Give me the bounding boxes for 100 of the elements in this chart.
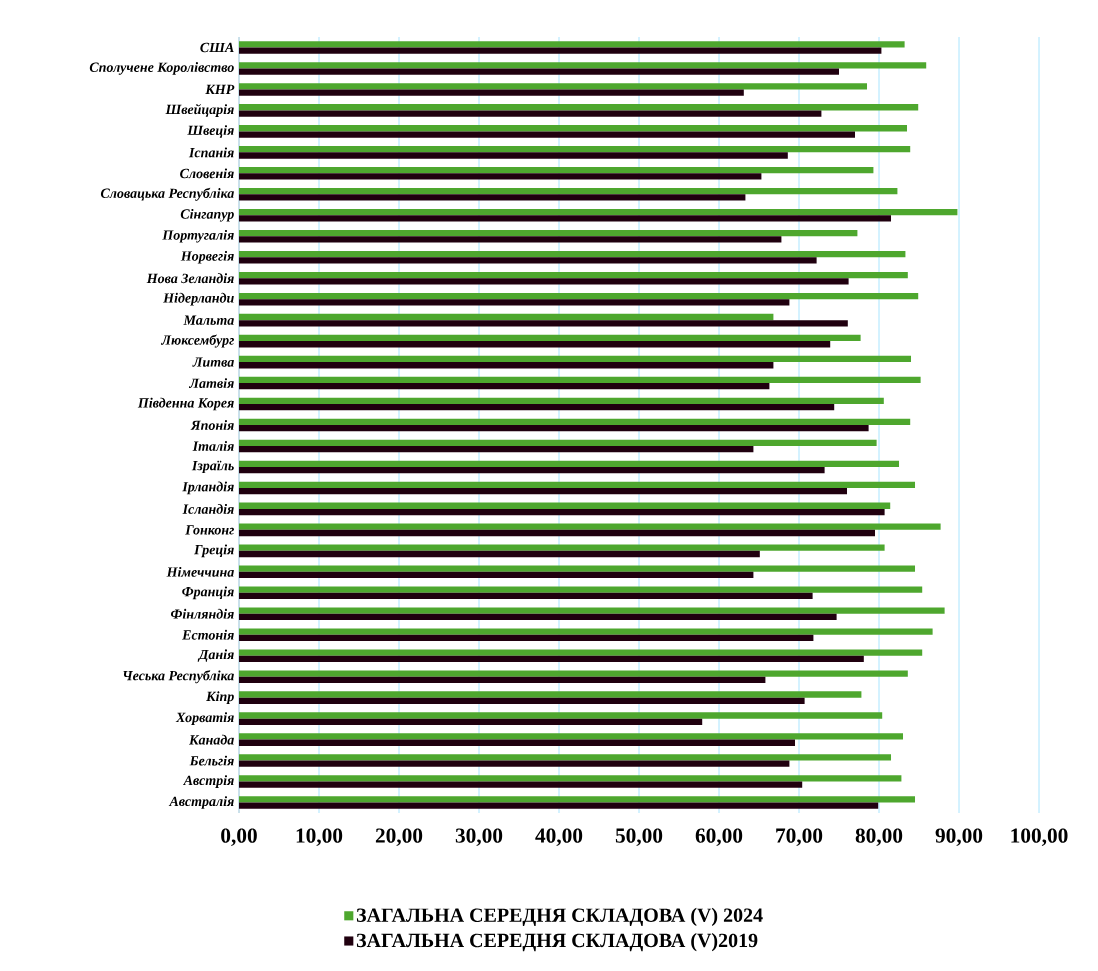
y-tick-label: Нідерланди <box>163 292 234 306</box>
bar <box>239 718 703 725</box>
y-tick-label: Хорватія <box>175 712 234 725</box>
bar <box>239 733 904 740</box>
bar <box>239 62 927 69</box>
bar <box>239 229 858 237</box>
bar <box>239 299 790 306</box>
y-tick-label: Іспанія <box>188 147 234 158</box>
bar <box>239 613 837 621</box>
bar <box>239 775 902 782</box>
y-tick-label: Австралія <box>168 796 234 809</box>
y-tick-label: Італія <box>192 441 234 451</box>
bar <box>239 355 912 363</box>
bar <box>239 508 885 516</box>
bar <box>239 83 868 90</box>
legend-label: ЗАГАЛЬНА СЕРЕДНЯ СКЛАДОВА (V) 2024 <box>356 907 763 926</box>
y-tick-label: Франція <box>182 586 234 600</box>
y-tick-label: Ісландія <box>182 503 234 514</box>
bar <box>239 250 906 258</box>
bar <box>239 586 923 593</box>
bar <box>239 655 864 662</box>
bar <box>239 676 766 683</box>
bar <box>239 257 817 264</box>
bar <box>239 41 905 48</box>
bar <box>239 131 856 138</box>
bar <box>239 739 796 746</box>
bar <box>239 188 898 195</box>
y-tick-label: Естонія <box>182 629 234 640</box>
x-tick-label: 70,00 <box>776 828 823 846</box>
bar <box>239 649 923 656</box>
bar <box>239 278 849 285</box>
y-tick-label: Швеція <box>187 125 234 138</box>
y-tick-label: Ірландія <box>182 481 234 495</box>
bar <box>239 173 762 180</box>
bar <box>239 215 892 222</box>
bar <box>239 529 876 537</box>
x-tick-label: 0,00 <box>221 828 257 846</box>
bar <box>239 544 885 551</box>
bar <box>239 802 879 809</box>
y-tick-label: Нова Зеландія <box>146 273 234 284</box>
y-tick-label: Норвегія <box>180 250 234 264</box>
y-tick-label: Люксембург <box>160 334 234 348</box>
bar <box>239 571 754 579</box>
bar <box>239 47 882 54</box>
bar <box>239 362 774 369</box>
bar <box>239 670 908 677</box>
y-tick-label: Данія <box>197 649 234 663</box>
bar <box>239 481 916 488</box>
bar <box>239 125 908 132</box>
bar <box>239 460 900 467</box>
bar <box>239 146 911 153</box>
x-tick-label: 100,00 <box>1011 828 1068 846</box>
y-tick-label: Сполучене Королівство <box>89 62 234 75</box>
bar <box>239 628 933 635</box>
x-tick-label: 50,00 <box>615 828 663 846</box>
bar <box>239 334 861 342</box>
legend-label: ЗАГАЛЬНА СЕРЕДНЯ СКЛАДОВА (V)2019 <box>356 933 758 952</box>
bar <box>239 341 831 348</box>
bar <box>239 565 916 572</box>
y-tick-label: США <box>200 42 234 53</box>
y-tick-label: Швейцарія <box>165 103 234 117</box>
bar <box>239 425 869 432</box>
bar <box>239 487 848 495</box>
bar <box>239 781 803 788</box>
bar <box>239 110 822 117</box>
bar <box>239 68 840 75</box>
y-tick-label: Південна Корея <box>137 397 234 411</box>
x-tick-label: 60,00 <box>695 828 743 846</box>
y-tick-label: Австрія <box>182 775 234 788</box>
bar <box>239 607 945 614</box>
bar <box>239 418 911 426</box>
x-tick-label: 80,00 <box>855 828 903 846</box>
bar <box>239 271 908 279</box>
y-tick-label: Японія <box>190 420 234 430</box>
y-tick-label: Греція <box>193 544 234 558</box>
bar <box>239 194 746 201</box>
bar <box>239 445 754 453</box>
y-tick-label: Фінляндія <box>170 608 234 619</box>
y-tick-label: Литва <box>192 357 234 367</box>
y-tick-label: Словенія <box>180 168 234 179</box>
bar <box>239 152 788 159</box>
bar <box>239 691 862 698</box>
bar <box>239 397 884 405</box>
bar <box>239 383 770 390</box>
y-tick-label: Ізраїль <box>191 460 234 474</box>
y-tick-label: Канада <box>188 734 234 745</box>
bar <box>239 236 782 243</box>
y-tick-label: Сінгапур <box>180 208 234 222</box>
bar <box>239 439 877 446</box>
x-tick-label: 30,00 <box>455 828 503 846</box>
x-tick-label: 20,00 <box>375 828 423 846</box>
bar <box>239 208 958 216</box>
bar <box>239 376 921 384</box>
y-tick-label: Гонконг <box>185 525 234 535</box>
y-tick-label: Бельгія <box>189 755 234 766</box>
y-tick-label: Німеччина <box>166 566 234 577</box>
bar <box>239 292 919 300</box>
bar <box>239 320 848 327</box>
bar <box>239 634 814 642</box>
x-tick-label: 40,00 <box>535 828 583 846</box>
